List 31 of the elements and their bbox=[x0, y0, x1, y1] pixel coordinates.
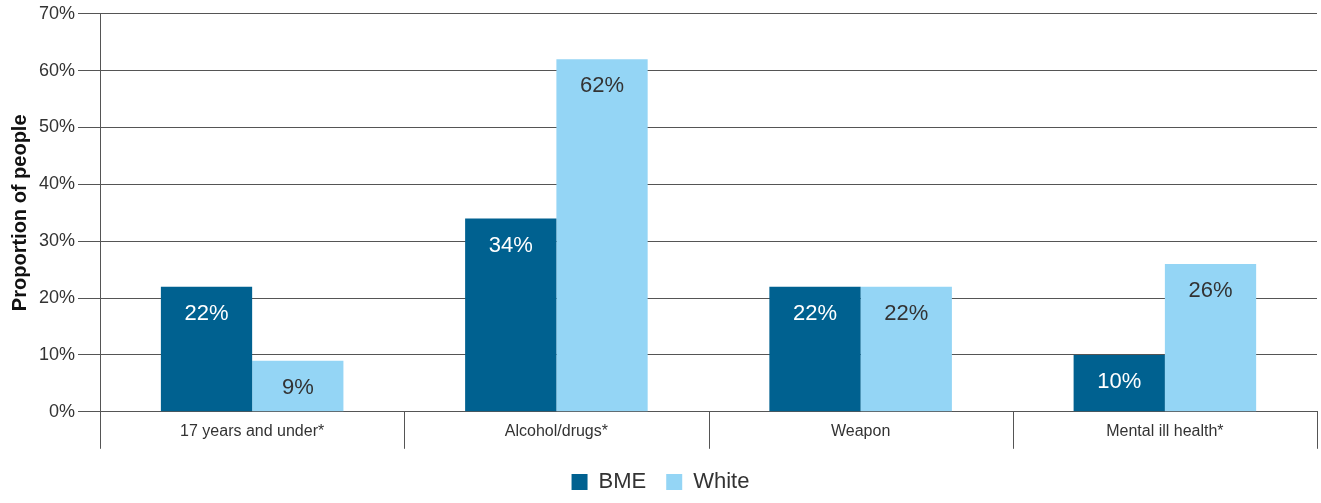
bar bbox=[465, 218, 557, 412]
data-label: 9% bbox=[281, 373, 314, 399]
y-tick-label: 40% bbox=[39, 173, 76, 194]
x-tick-label: Mental ill health* bbox=[1106, 421, 1224, 439]
bar bbox=[1073, 354, 1165, 412]
bar bbox=[769, 286, 861, 412]
x-tick-label: Weapon bbox=[830, 421, 891, 439]
y-tick-label: 10% bbox=[39, 343, 76, 364]
data-label: 34% bbox=[488, 231, 533, 257]
legend-label: White bbox=[693, 468, 750, 494]
x-tick-label: Alcohol/drugs* bbox=[504, 421, 608, 439]
y-tick-label: 20% bbox=[39, 287, 76, 308]
bar bbox=[160, 286, 253, 412]
y-axis-title: Proportion of people bbox=[7, 114, 30, 312]
data-label: 22% bbox=[184, 299, 229, 325]
y-tick-label: 70% bbox=[39, 2, 76, 23]
y-tick-label: 30% bbox=[39, 230, 76, 251]
y-tick-label: 60% bbox=[39, 59, 76, 80]
legend-label: BME bbox=[598, 468, 647, 494]
x-tick-label: 17 years and under* bbox=[180, 421, 325, 439]
bar bbox=[252, 360, 344, 412]
y-tick-label: 0% bbox=[49, 400, 76, 421]
data-label: 26% bbox=[1188, 277, 1233, 303]
bar bbox=[860, 286, 952, 412]
data-label: 22% bbox=[884, 299, 929, 325]
data-label: 62% bbox=[580, 72, 625, 98]
data-label: 10% bbox=[1097, 368, 1142, 394]
bar bbox=[556, 59, 648, 412]
y-tick-label: 50% bbox=[39, 116, 76, 137]
bar bbox=[1164, 263, 1257, 412]
data-label: 22% bbox=[792, 299, 838, 325]
